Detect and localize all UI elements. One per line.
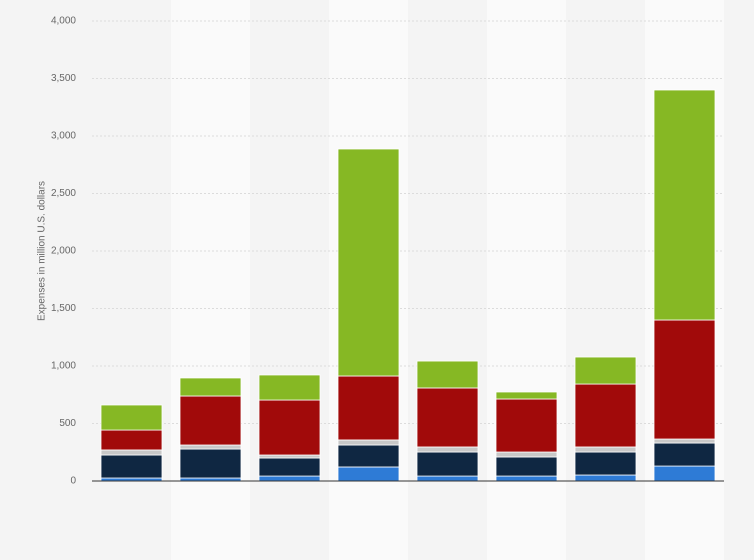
bar-segment: [179, 377, 242, 397]
bar-segment: [337, 466, 400, 482]
bar-segment: [653, 319, 716, 440]
bar-segment: [258, 399, 321, 456]
y-tick-label: 2,500: [51, 188, 76, 199]
bar-segment: [416, 451, 479, 477]
bar-segment: [653, 438, 716, 444]
bar-segment: [258, 374, 321, 401]
y-tick-label: 500: [59, 418, 76, 429]
y-tick-label: 1,500: [51, 303, 76, 314]
bar-segment: [100, 449, 163, 456]
bar-segment: [416, 387, 479, 448]
y-tick-label: 3,500: [51, 73, 76, 84]
bar-segment: [495, 456, 558, 477]
bar-segment: [495, 475, 558, 482]
bar-segment: [100, 429, 163, 451]
bar-segment: [179, 395, 242, 446]
bar-segment: [495, 391, 558, 400]
bar-segment: [574, 474, 637, 482]
bar-segment: [653, 89, 716, 321]
bar-segment: [100, 404, 163, 431]
y-axis-label: Expenses in million U.S. dollars: [37, 181, 48, 321]
bar-segment: [416, 360, 479, 389]
y-tick-label: 3,000: [51, 131, 76, 142]
y-tick-label: 1,000: [51, 361, 76, 372]
bar-segment: [179, 448, 242, 479]
bar-segment: [337, 148, 400, 377]
bar-segment: [574, 446, 637, 453]
bar-segment: [258, 454, 321, 459]
bar-segment: [258, 457, 321, 477]
y-tick-label: 4,000: [51, 16, 76, 27]
bar-segment: [416, 475, 479, 482]
bar-segment: [179, 444, 242, 450]
y-tick-label: 0: [70, 476, 76, 487]
bar-segment: [337, 444, 400, 468]
bar-segment: [337, 439, 400, 446]
bar-segment: [416, 446, 479, 453]
bar-segment: [574, 356, 637, 385]
bar-segment: [574, 383, 637, 448]
bar-segment: [100, 454, 163, 479]
bar-segment: [653, 465, 716, 482]
bar-segment: [574, 451, 637, 476]
bar-segment: [337, 375, 400, 441]
bar-segment: [495, 398, 558, 453]
bar-segment: [258, 475, 321, 482]
y-tick-label: 2,000: [51, 246, 76, 257]
bar-segment: [495, 451, 558, 458]
bar-segment: [653, 442, 716, 467]
